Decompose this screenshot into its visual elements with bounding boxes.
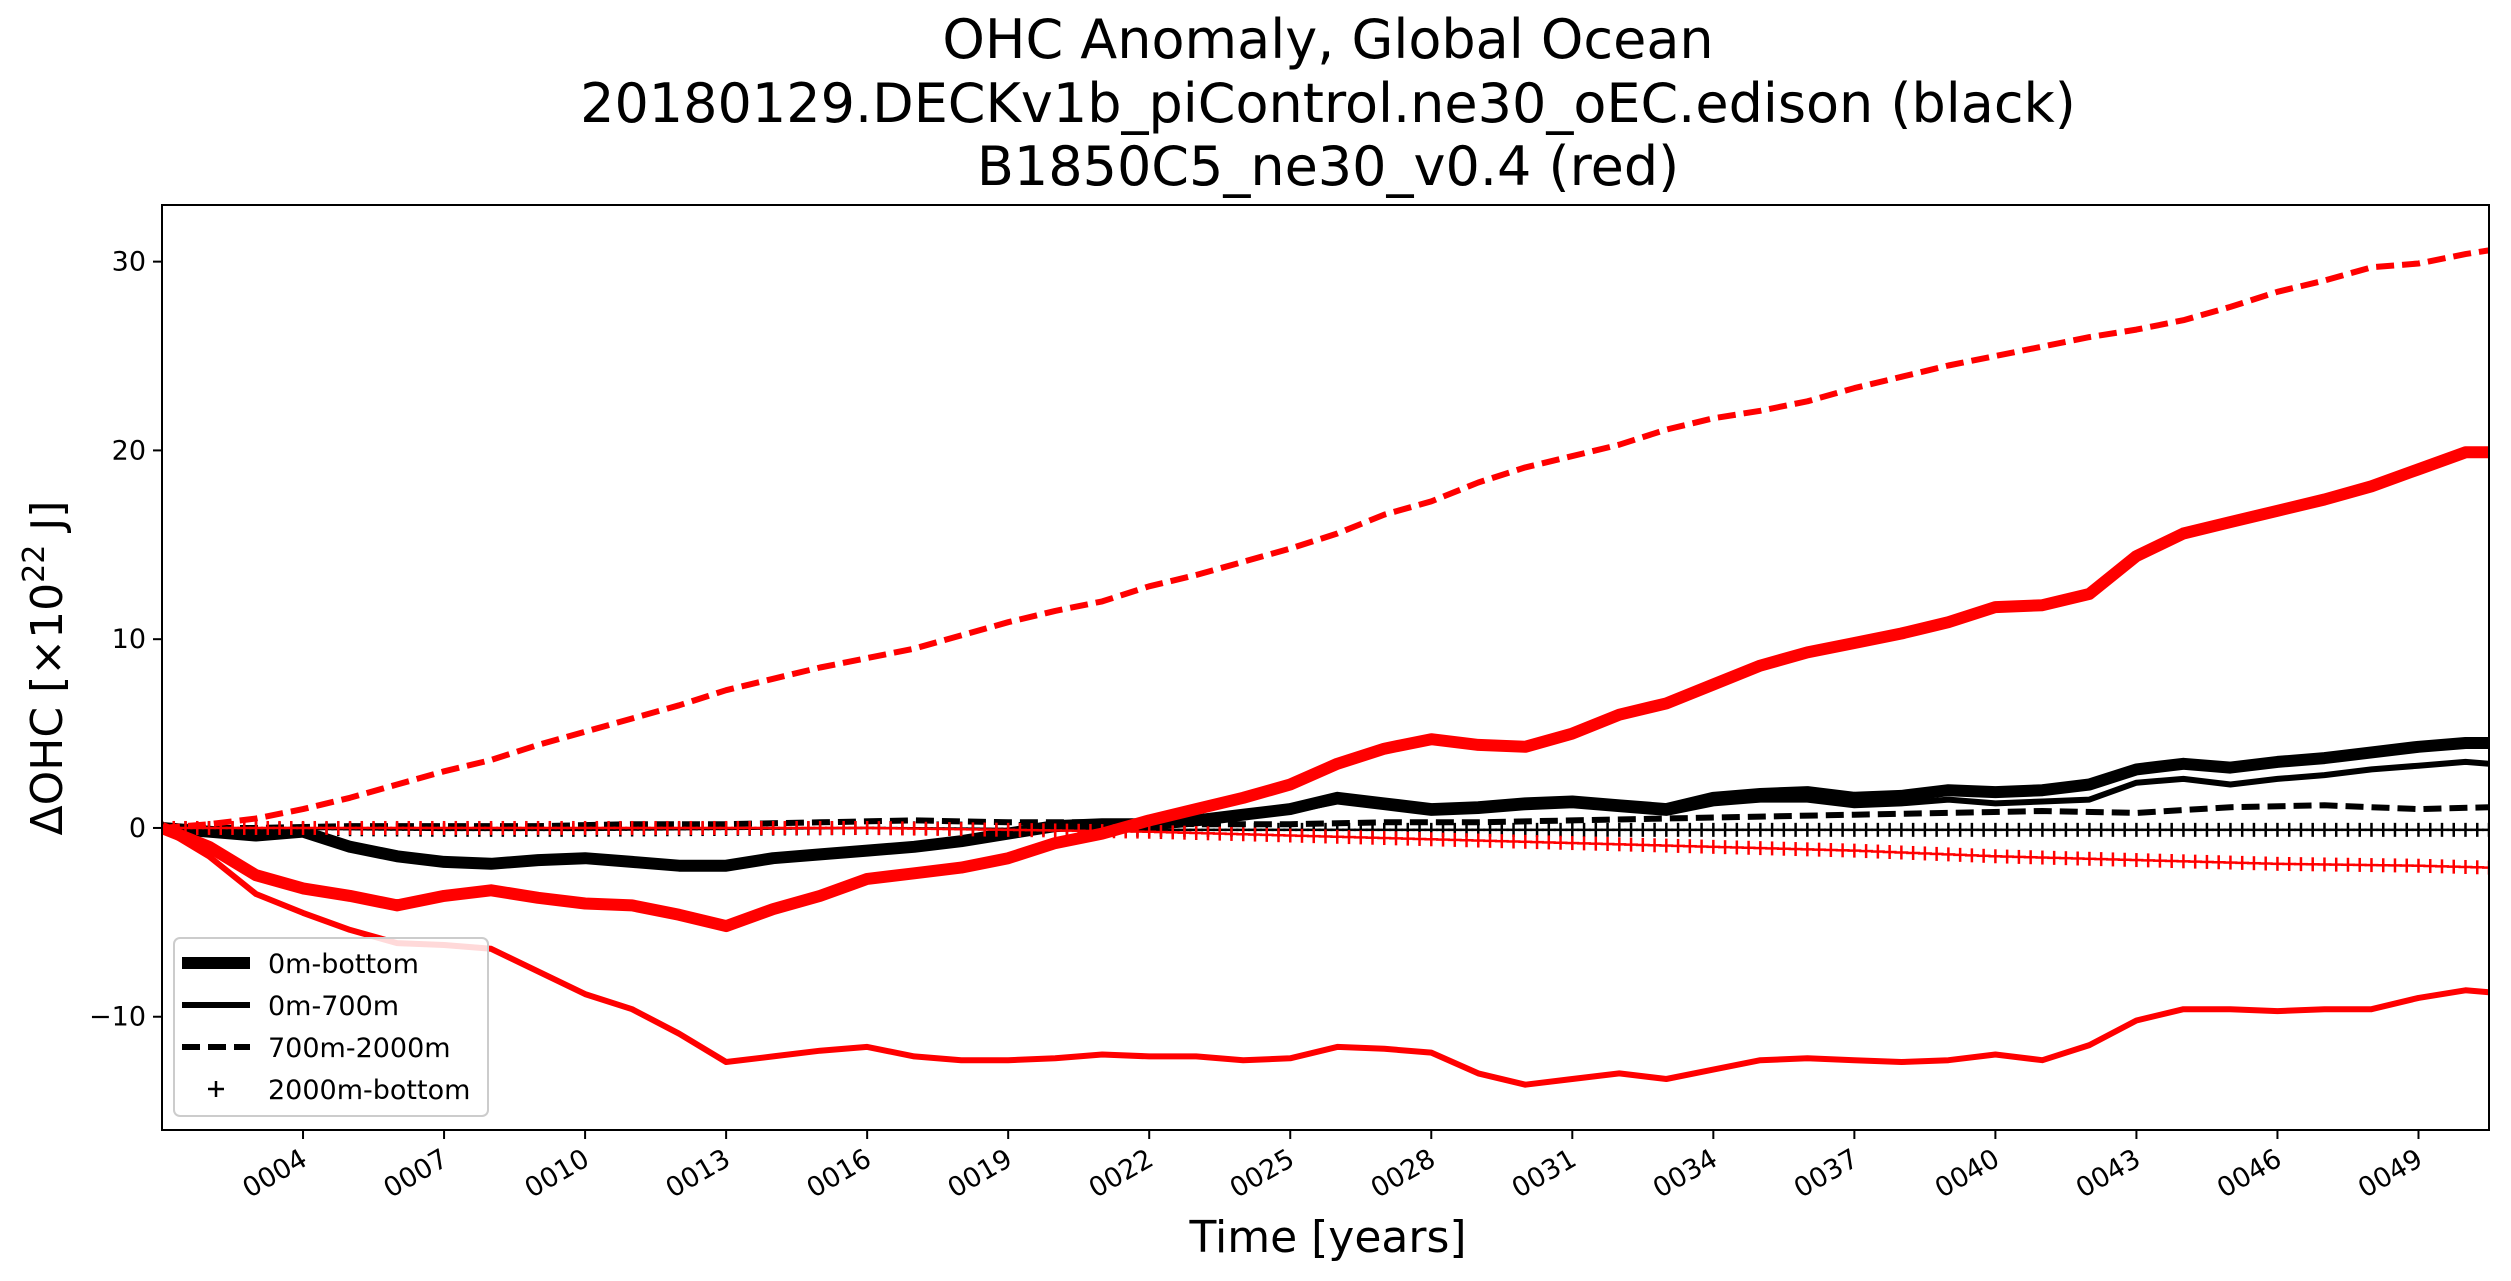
legend-label-0m-bottom: 0m-bottom	[268, 949, 419, 980]
y-axis: −10 0 10 20 30	[89, 247, 162, 1033]
series-red-0m-bottom	[162, 446, 2489, 933]
plot-frame	[161, 204, 2490, 1131]
y-tick-label: 0	[129, 813, 146, 844]
chart-title-line-2: 20180129.DECKv1b_piControl.ne30_oEC.edis…	[580, 72, 2076, 135]
y-tick-label: 30	[112, 247, 146, 278]
legend-label-700m-2000m: 700m-2000m	[268, 1033, 451, 1064]
y-axis-label: ΔOHC [×1022 J]	[17, 501, 73, 836]
y-axis-label-prefix: ΔOHC [×10	[22, 583, 73, 836]
legend-box	[173, 937, 489, 1117]
y-tick-label: −10	[89, 1002, 146, 1033]
chart-title-line-3: B1850C5_ne30_v0.4 (red)	[977, 135, 1679, 198]
legend: 0m-bottom 0m-700m 700m-2000m 2000m-botto…	[173, 937, 489, 1117]
legend-label-0m-700m: 0m-700m	[268, 991, 399, 1022]
series-black-0m-700m	[162, 758, 2489, 867]
chart-title: OHC Anomaly, Global Ocean 20180129.DECKv…	[580, 8, 2076, 198]
y-axis-label-suffix: J]	[22, 501, 73, 545]
series-layer	[162, 247, 2489, 1088]
legend-swatch-plus	[208, 1081, 224, 1097]
y-tick-label: 10	[112, 624, 146, 655]
y-tick-label: 20	[112, 435, 146, 466]
y-axis-label-exponent: 22	[17, 545, 52, 583]
series-red-2000m-bottom	[162, 820, 2489, 875]
legend-label-2000m-bottom: 2000m-bottom	[268, 1075, 470, 1106]
x-axis-label: Time [years]	[1188, 1212, 1466, 1263]
series-red-700m-2000m	[162, 247, 2489, 831]
series-red-0m-700m	[162, 825, 2489, 1088]
chart-title-line-1: OHC Anomaly, Global Ocean	[942, 8, 1713, 71]
